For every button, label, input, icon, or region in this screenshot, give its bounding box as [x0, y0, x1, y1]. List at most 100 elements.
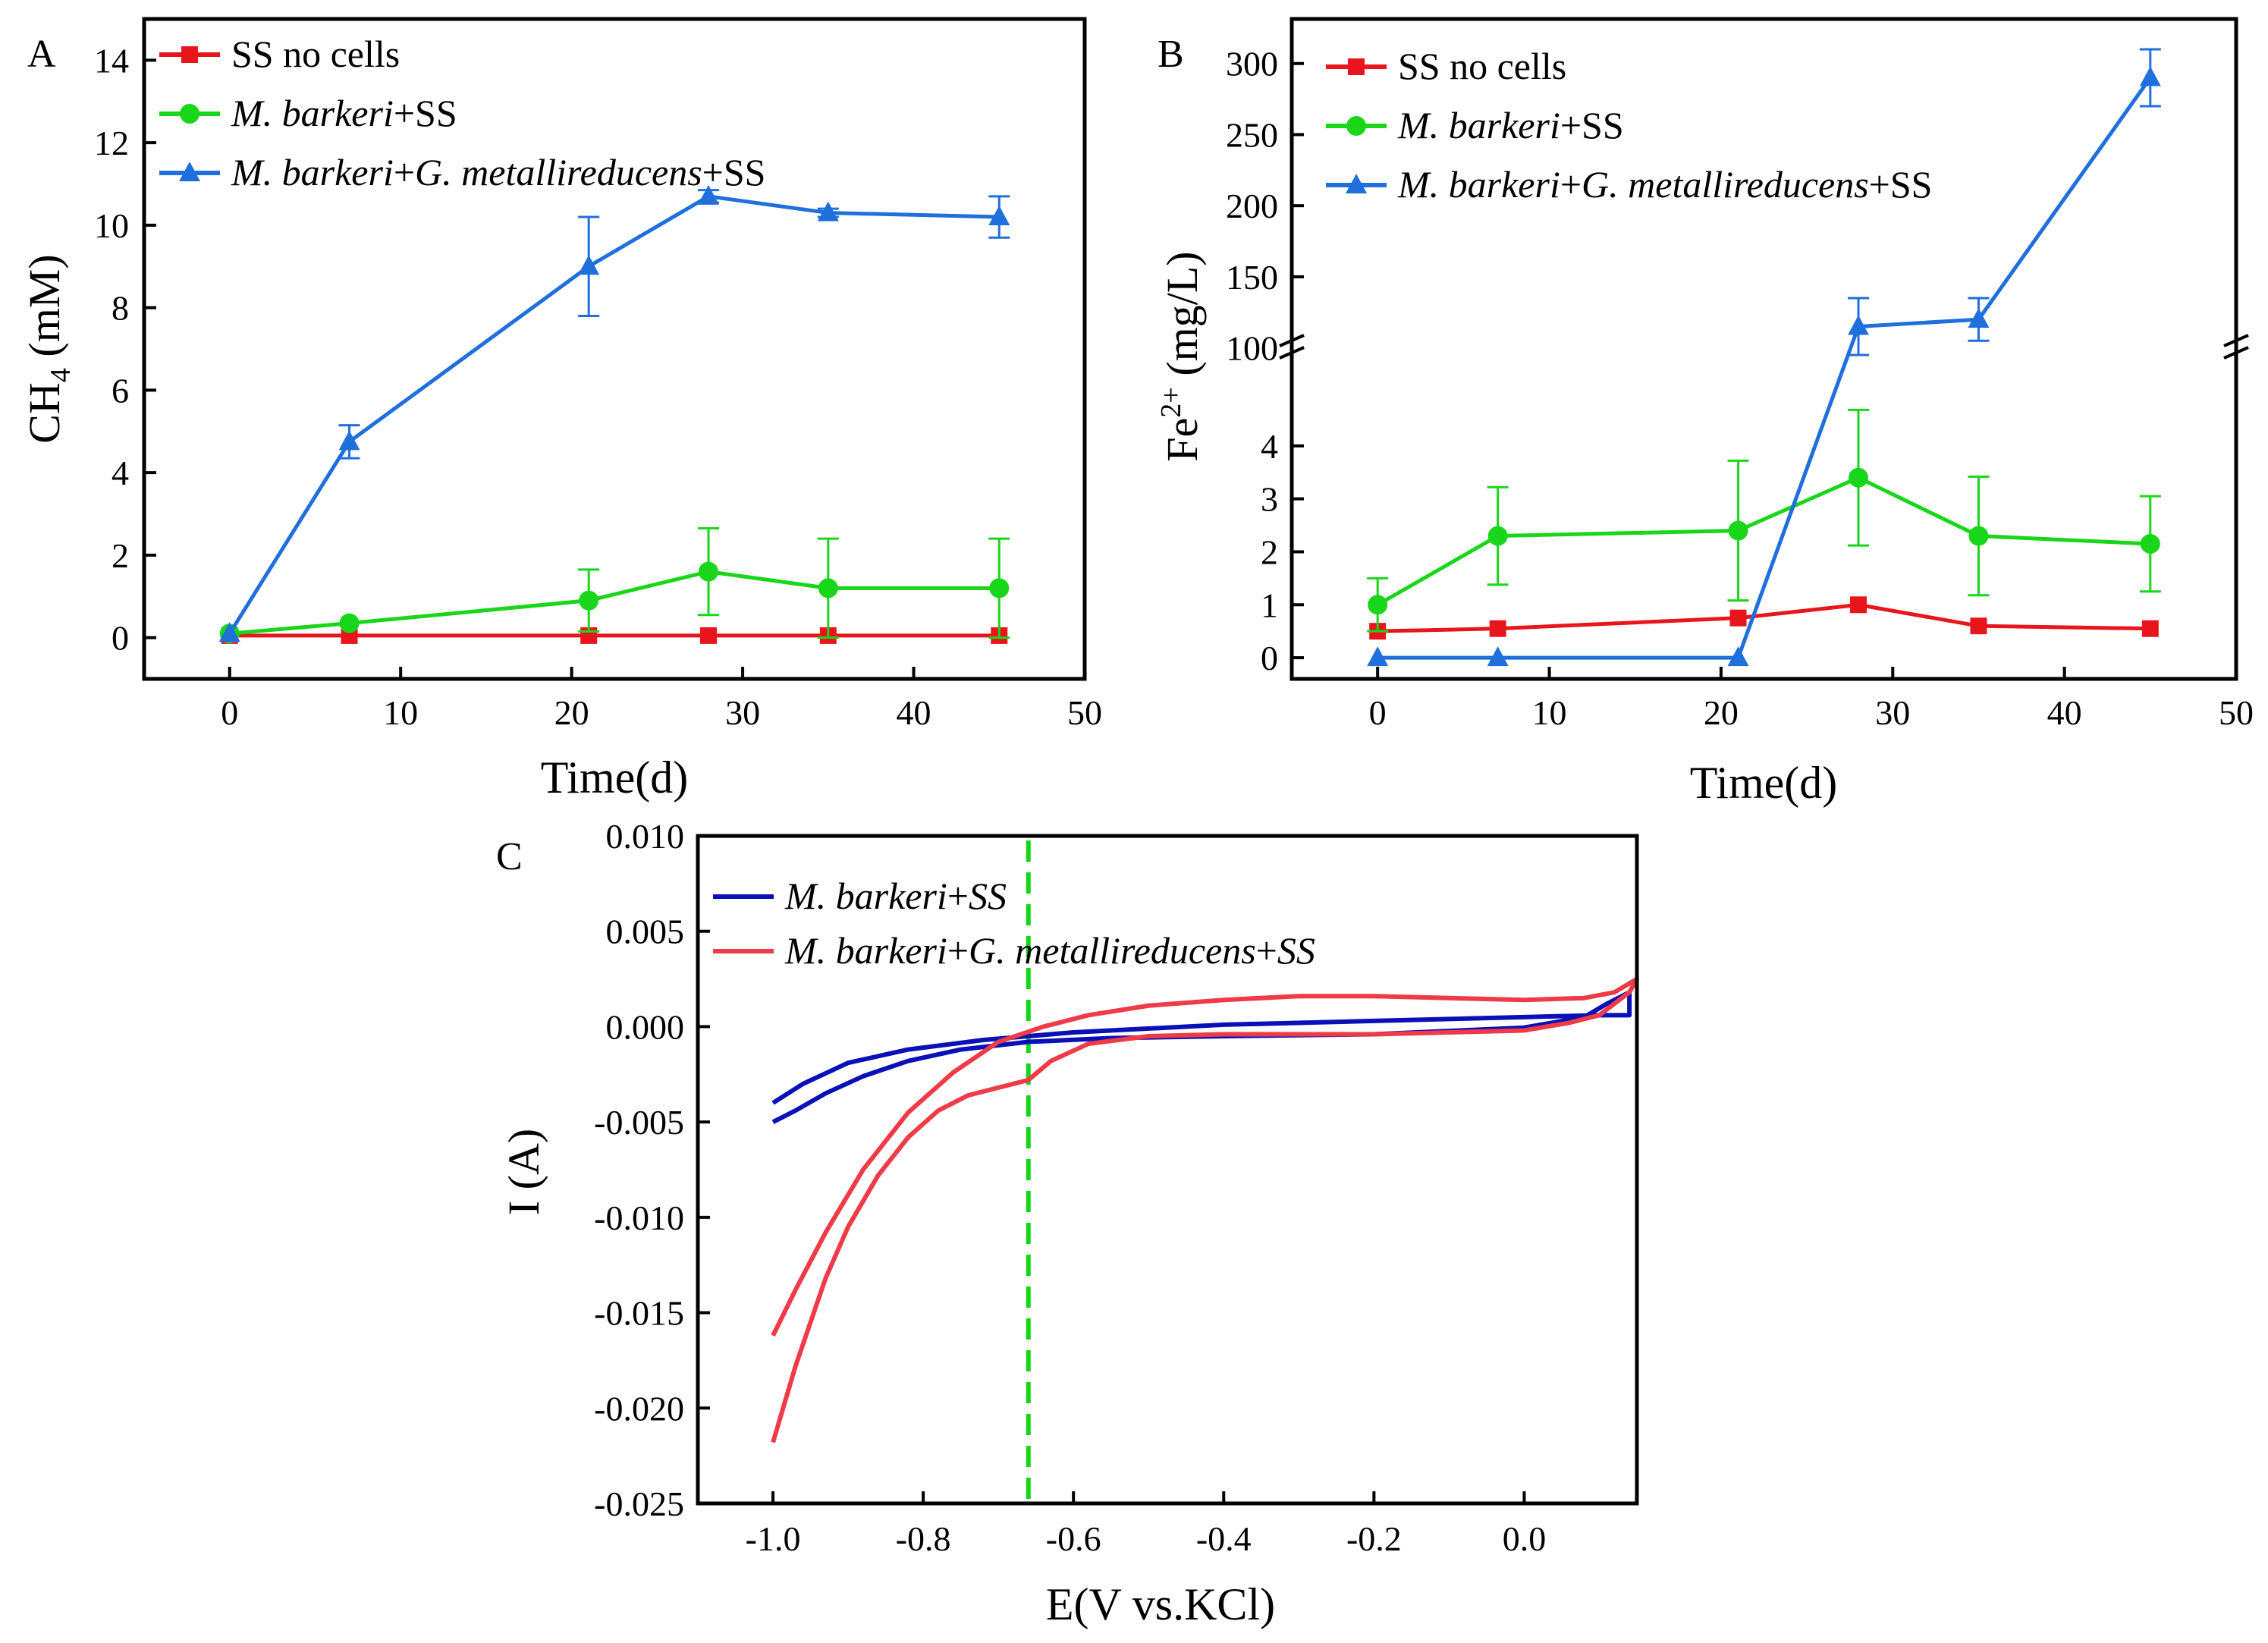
y-tick-label: -0.025	[594, 1484, 684, 1523]
chart-a-plot-frame	[142, 17, 1087, 681]
data-point-circle	[818, 578, 838, 598]
x-tick-label: 30	[725, 693, 760, 732]
y-tick-label: -0.020	[594, 1389, 684, 1428]
x-tick-label: 10	[383, 693, 418, 732]
chart-b-series	[1367, 48, 2161, 667]
y-tick-label: 6	[112, 371, 129, 410]
legend-marker-triangle	[179, 162, 200, 181]
panel-label-c: C	[496, 835, 523, 878]
y-tick-label: 12	[94, 124, 129, 162]
y-tick-label: 100	[1226, 329, 1278, 368]
x-tick-label: 10	[1532, 693, 1567, 732]
legend-label-part: G. metallireducens	[415, 151, 702, 193]
data-point-triangle	[578, 255, 600, 275]
data-point-circle	[579, 590, 599, 611]
chart-a: 0 10 20 30 40 50 0 2 4 6 8 10 12 14 SS no cells M. bar…	[20, 17, 1102, 803]
chart-b-axes: 0 10 20 30 40 50 100 150 200 250 300 0 1 2 3 4	[1226, 45, 2254, 732]
panel-label-b: B	[1158, 33, 1184, 76]
panel-label-a: A	[27, 33, 56, 76]
x-tick-label: 20	[554, 693, 589, 732]
data-point-circle	[989, 578, 1010, 598]
chart-a-y-axis-title: CH4 (mM)	[20, 254, 77, 443]
chart-a-axes: 0 10 20 30 40 50 0 2 4 6 8 10 12 14	[94, 41, 1102, 732]
x-tick-label: -0.8	[896, 1519, 951, 1558]
cv-curve-cv_blue	[771, 990, 1632, 1124]
legend-label-cv_red: M. barkeri+G. metallireducens+SS	[784, 929, 1315, 972]
y-tick-label: -0.010	[594, 1198, 684, 1237]
data-point-circle	[1728, 520, 1748, 541]
y-tick-label: 4	[112, 454, 129, 492]
legend-label-part: M. barkeri	[231, 92, 394, 134]
legend-label-cv_blue: M. barkeri+SS	[784, 875, 1007, 917]
data-point-triangle	[1848, 315, 1869, 335]
y-tick-label: 0.000	[606, 1007, 685, 1046]
legend-label-part: +	[394, 151, 415, 193]
x-tick-label: 0	[1369, 693, 1387, 732]
data-point-triangle	[1487, 646, 1509, 667]
data-point-triangle	[988, 206, 1010, 225]
legend-label-green: M. barkeri+SS	[231, 92, 457, 134]
y-tick-label: 2	[112, 536, 129, 575]
chart-a-x-axis-title: Time(d)	[541, 752, 688, 803]
legend-label-part: +SS	[1869, 163, 1933, 206]
data-point-square	[1489, 620, 1506, 637]
y-tick-label: 3	[1261, 480, 1278, 519]
x-tick-label: 50	[2219, 693, 2254, 732]
data-point-circle	[339, 613, 360, 633]
legend-label-part: SS	[1277, 929, 1315, 972]
chart-c-y-axis-title: I (A)	[499, 1129, 548, 1215]
x-tick-label: -0.4	[1196, 1519, 1252, 1558]
legend-label-part: G. metallireducens	[1582, 163, 1869, 206]
x-tick-label: -0.6	[1046, 1519, 1101, 1558]
chart-c-plot-frame	[696, 834, 1639, 1506]
data-point-triangle	[1968, 308, 1990, 328]
legend-label-part: M. barkeri	[784, 875, 947, 917]
data-point-circle	[1487, 526, 1508, 546]
legend-label-part: +SS	[394, 92, 457, 134]
x-tick-label: 40	[2047, 693, 2082, 732]
chart-c: -1.0 -0.8 -0.6 -0.4 -0.2 0.0 0.010 0.005 0.000 -0…	[499, 817, 1639, 1629]
data-point-triangle	[218, 622, 240, 642]
y-tick-label: 10	[94, 206, 129, 245]
legend-label-part: M. barkeri	[231, 151, 394, 193]
x-tick-label: 30	[1875, 693, 1910, 732]
y-tick-label: -0.005	[594, 1103, 684, 1142]
legend-marker-circle	[180, 104, 199, 124]
chart-b-plot-frame	[1289, 17, 2238, 681]
data-point-circle	[1849, 467, 1868, 488]
legend-label-part: M. barkeri	[784, 929, 947, 972]
data-point-circle	[1968, 526, 1989, 546]
data-point-circle	[1368, 595, 1388, 615]
data-point-square	[2141, 620, 2159, 637]
data-point-square	[700, 627, 717, 644]
legend-label-blue: M. barkeri+G. metallireducens+SS	[231, 151, 766, 193]
legend-label-part: +SS	[1560, 104, 1624, 146]
legend-label-blue: M. barkeri+G. metallireducens+SS	[1397, 163, 1933, 206]
legend-label-part: SS no cells	[231, 33, 400, 75]
x-tick-label: -1.0	[746, 1519, 801, 1558]
x-tick-label: 0.0	[1503, 1519, 1547, 1558]
x-tick-label: -0.2	[1346, 1519, 1402, 1558]
y-tick-label: 0.005	[606, 913, 685, 951]
y-tick-label: 0	[112, 619, 129, 658]
legend-label-part: +	[1560, 163, 1582, 206]
y-tick-label: 0	[1261, 639, 1278, 677]
legend-label-green: M. barkeri+SS	[1397, 104, 1624, 146]
x-tick-label: 0	[221, 693, 238, 732]
series-line-blue	[228, 194, 1000, 635]
data-point-triangle	[817, 201, 839, 221]
series-line-blue	[1377, 77, 2152, 660]
data-point-triangle	[1367, 646, 1389, 667]
y-tick-label: 250	[1226, 115, 1278, 154]
legend-label-part: M. barkeri	[1397, 104, 1560, 146]
legend-marker-triangle	[1346, 174, 1367, 193]
legend-marker-square	[181, 46, 198, 63]
data-point-circle	[2140, 533, 2160, 554]
series-line-green	[229, 570, 1000, 636]
y-tick-label: 14	[94, 41, 129, 80]
data-point-triangle	[698, 184, 719, 205]
chart-b-y-axis-title: Fe2+ (mg/L)	[1155, 251, 1207, 461]
x-tick-label: 50	[1067, 693, 1102, 732]
